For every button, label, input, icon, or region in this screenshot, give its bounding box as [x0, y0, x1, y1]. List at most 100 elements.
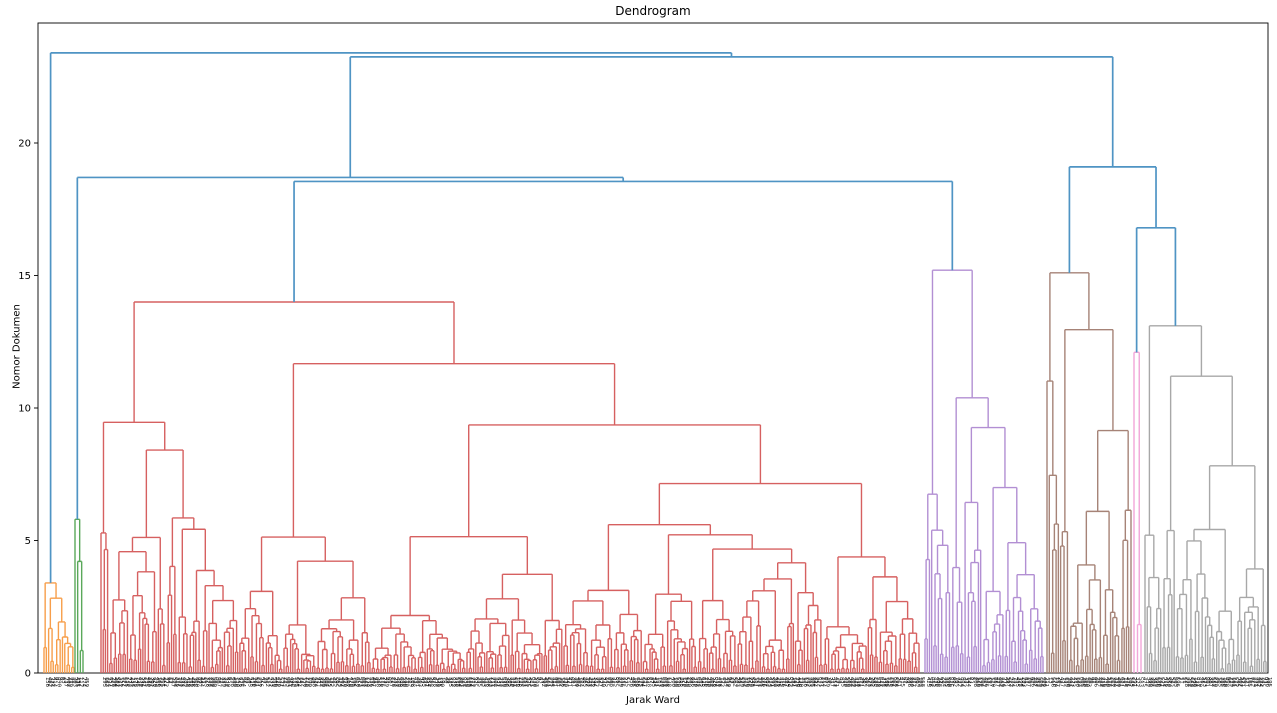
leaf-label: 433 [178, 677, 184, 687]
leaf-label: 139 [1063, 677, 1069, 687]
leaf-label: 274 [1001, 677, 1007, 688]
leaf-label: 419 [185, 677, 191, 687]
leaf-label: 159 [407, 677, 413, 687]
leaf-label: 549 [683, 677, 689, 687]
leaf-label: 573 [1201, 677, 1207, 687]
leaf-label: 528 [377, 677, 383, 687]
leaf-label: 435 [74, 677, 80, 687]
leaf-label: 424 [1010, 677, 1016, 688]
leaf-label: 43 [412, 677, 418, 684]
leaf-label: 518 [1106, 677, 1112, 687]
leaf-label: 498 [399, 677, 405, 687]
leaf-label: 130 [798, 677, 804, 687]
leaf-label: 447 [586, 677, 592, 687]
leaf-label: 564 [240, 677, 246, 688]
leaf-label: 334 [723, 677, 729, 688]
leaf-label: 344 [317, 677, 323, 688]
leaf-label: 236 [138, 677, 144, 687]
leaf-label: 237 [62, 677, 68, 687]
leaf-label: 517 [529, 677, 535, 687]
leaf-label: 126 [976, 677, 982, 687]
leaf-label: 132 [328, 677, 334, 687]
leaf-label: 88 [992, 677, 998, 684]
leaf-label: 315 [778, 677, 784, 687]
leaf-label: 329 [793, 677, 799, 687]
leaf-label: 310 [509, 677, 515, 687]
leaf-label: 532 [787, 677, 793, 687]
leaf-label: 45 [244, 677, 250, 684]
leaf-label: 245 [247, 677, 253, 687]
leaf-label: 143 [487, 677, 493, 687]
leaf-label: 551 [661, 677, 667, 687]
leaf-label: 317 [593, 677, 599, 687]
leaf-label: 430 [224, 677, 230, 687]
leaf-label: 44 [1003, 677, 1009, 684]
leaf-label: 446 [273, 677, 279, 687]
leaf-label: 518 [454, 677, 460, 687]
leaf-label: 455 [154, 677, 160, 687]
leaf-label: 234 [1161, 677, 1167, 688]
leaf-label: 94 [308, 677, 314, 684]
leaf-label: 470 [348, 677, 354, 687]
leaf-label: 203 [458, 677, 464, 687]
leaf-label: 410 [1197, 677, 1203, 687]
leaf-label: 264 [456, 677, 462, 688]
leaf-label: 195 [1266, 677, 1272, 687]
leaf-label: 559 [844, 677, 850, 687]
leaf-label: 576 [927, 677, 933, 687]
trunk-links [49, 52, 1177, 583]
leaf-label: 44 [443, 677, 449, 684]
leaf-label: 313 [498, 677, 504, 687]
leaf-label: 261 [895, 677, 901, 687]
leaf-label: 91 [315, 677, 321, 684]
leaf-label: 288 [310, 677, 316, 687]
leaf-label: 27 [621, 677, 627, 684]
leaf-label: 78 [405, 677, 411, 684]
leaf-label: 412 [127, 677, 133, 687]
leaf-label: 156 [119, 677, 125, 687]
leaf-label: 381 [751, 677, 757, 687]
leaf-label: 518 [646, 677, 652, 687]
leaf-label: 83 [967, 677, 973, 684]
leaf-label: 200 [209, 677, 215, 687]
leaf-label: 165 [1246, 677, 1252, 687]
leaf-label: 520 [341, 677, 347, 687]
leaf-label: 73 [1061, 677, 1067, 684]
leaf-label: 22 [282, 677, 288, 684]
leaf-label: 303 [361, 677, 367, 687]
leaf-label: 197 [280, 677, 286, 687]
leaf-label: 305 [809, 677, 815, 687]
leaf-label: 513 [449, 677, 455, 687]
leaf-label: 545 [870, 677, 876, 687]
leaf-label: 420 [152, 677, 158, 687]
leaf-label: 530 [659, 677, 665, 687]
leaf-label: 101 [555, 677, 561, 687]
leaf-label: 456 [628, 677, 634, 687]
cluster-orange-links [43, 582, 75, 673]
leaf-label: 368 [191, 677, 197, 687]
leaf-label: 536 [368, 677, 374, 687]
leaf-label: 97 [419, 677, 425, 684]
leaf-label: 334 [222, 677, 228, 688]
leaf-label: 405 [1079, 677, 1085, 687]
leaf-label: 303 [416, 677, 422, 687]
leaf-label: 170 [1052, 677, 1058, 687]
leaf-label: 354 [1185, 677, 1191, 688]
leaf-label: 43 [538, 677, 544, 684]
leaf-label: 184 [1019, 677, 1025, 688]
leaf-label: 539 [875, 677, 881, 687]
leaf-label: 423 [866, 677, 872, 687]
leaf-label: 311 [551, 677, 557, 687]
leaf-label: 539 [500, 677, 506, 687]
leaf-label: 545 [749, 677, 755, 687]
leaf-label: 216 [703, 677, 709, 687]
leaf-label: 246 [906, 677, 912, 687]
leaf-label: 587 [388, 677, 394, 687]
leaf-label: 6 [58, 677, 64, 680]
leaf-label: 272 [469, 677, 475, 687]
leaf-label: 322 [299, 677, 305, 687]
leaf-label: 96 [1027, 677, 1033, 684]
leaf-label: 475 [1141, 677, 1147, 687]
leaf-label: 595 [293, 677, 299, 687]
leaf-label: 324 [337, 677, 343, 688]
